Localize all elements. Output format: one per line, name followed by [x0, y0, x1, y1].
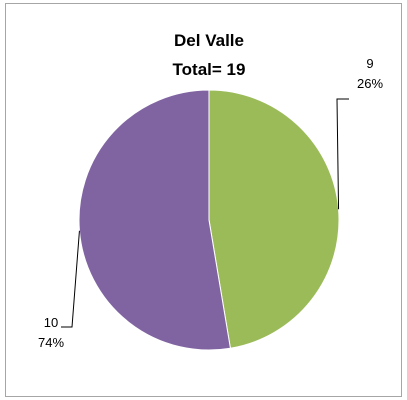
- pie-slice-1: [208, 89, 340, 349]
- pie-chart: Del Valle Total= 19 9 26% 10 74%: [38, 31, 383, 351]
- chart-title: Del Valle: [174, 31, 244, 50]
- slice-value-label-2: 10: [44, 315, 58, 330]
- chart-area: Del Valle Total= 19 9 26% 10 74%: [5, 3, 402, 397]
- data-labels: 9 26% 10 74%: [38, 56, 383, 350]
- slice-percent-label-1: 26%: [357, 76, 383, 91]
- leader-line-2: [61, 230, 80, 328]
- leader-line-1: [336, 98, 349, 210]
- leader-lines: [61, 98, 349, 328]
- slice-percent-label-2: 74%: [38, 335, 64, 350]
- chart-subtitle: Total= 19: [173, 60, 246, 79]
- pie-slices: [78, 89, 340, 351]
- slice-value-label-1: 9: [366, 56, 373, 71]
- pie-slice-2: [78, 89, 231, 351]
